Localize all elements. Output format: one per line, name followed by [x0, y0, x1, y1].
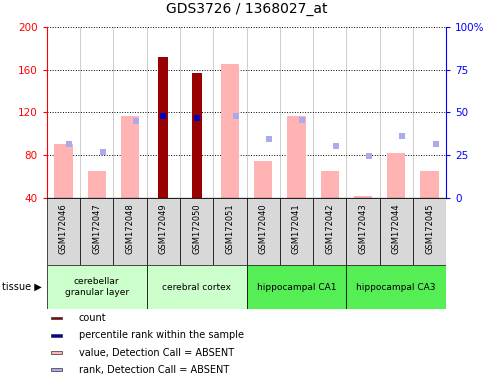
Bar — [192, 73, 202, 198]
Bar — [51, 317, 62, 319]
Bar — [280, 198, 313, 265]
Text: GSM172047: GSM172047 — [92, 203, 101, 254]
Text: GSM172048: GSM172048 — [126, 203, 135, 254]
Bar — [213, 198, 246, 265]
Bar — [221, 64, 239, 198]
Bar — [121, 116, 139, 198]
Bar — [113, 198, 147, 265]
Bar — [88, 171, 106, 198]
Bar — [320, 171, 339, 198]
Text: rank, Detection Call = ABSENT: rank, Detection Call = ABSENT — [79, 365, 229, 375]
Bar — [47, 265, 147, 309]
Bar — [80, 198, 113, 265]
Bar — [180, 198, 213, 265]
Text: cerebral cortex: cerebral cortex — [162, 283, 231, 291]
Bar — [380, 198, 413, 265]
Bar — [287, 116, 306, 198]
Text: GSM172049: GSM172049 — [159, 203, 168, 254]
Text: hippocampal CA1: hippocampal CA1 — [257, 283, 336, 291]
Bar — [313, 198, 346, 265]
Text: GSM172040: GSM172040 — [259, 203, 268, 254]
Bar — [254, 161, 272, 198]
Bar — [51, 334, 62, 337]
Bar — [54, 144, 72, 198]
Text: hippocampal CA3: hippocampal CA3 — [356, 283, 436, 291]
Bar — [147, 198, 180, 265]
Text: count: count — [79, 313, 106, 323]
Text: GSM172046: GSM172046 — [59, 203, 68, 254]
Text: GSM172051: GSM172051 — [225, 203, 234, 254]
Text: value, Detection Call = ABSENT: value, Detection Call = ABSENT — [79, 348, 234, 358]
Text: cerebellar
granular layer: cerebellar granular layer — [65, 277, 129, 297]
Text: GSM172045: GSM172045 — [425, 203, 434, 254]
Text: percentile rank within the sample: percentile rank within the sample — [79, 330, 244, 340]
Bar — [354, 195, 372, 198]
Text: GSM172042: GSM172042 — [325, 203, 334, 254]
Text: tissue ▶: tissue ▶ — [2, 282, 42, 292]
Text: GSM172050: GSM172050 — [192, 203, 201, 254]
Text: GSM172041: GSM172041 — [292, 203, 301, 254]
Bar — [51, 369, 62, 371]
Bar — [51, 351, 62, 354]
Bar — [421, 171, 439, 198]
Bar — [246, 198, 280, 265]
Bar — [346, 198, 380, 265]
Text: GSM172044: GSM172044 — [392, 203, 401, 254]
Text: GDS3726 / 1368027_at: GDS3726 / 1368027_at — [166, 2, 327, 16]
Bar — [158, 57, 168, 198]
Bar — [246, 265, 346, 309]
Bar — [346, 265, 446, 309]
Bar — [47, 198, 80, 265]
Bar — [413, 198, 446, 265]
Text: GSM172043: GSM172043 — [358, 203, 367, 254]
Bar — [387, 153, 405, 198]
Bar — [147, 265, 246, 309]
